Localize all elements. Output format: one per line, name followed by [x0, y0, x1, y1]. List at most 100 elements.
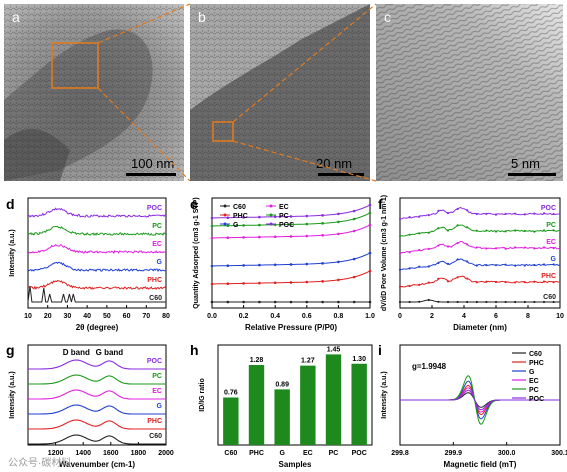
panel-c-tem-image: c 5 nm	[376, 4, 563, 181]
series-marker-f-PC	[398, 235, 402, 238]
bar-value-label-EC: 1.27	[301, 358, 315, 365]
legend-label-i-EC: EC	[529, 378, 539, 385]
chart-panel-h: h Samples ID/IG ratio 0.76 C60 1.28 PHC 0.89 G 1.…	[190, 342, 373, 469]
x-tick-label-d: 80	[162, 313, 170, 320]
bar-value-label-POC: 1.30	[352, 356, 366, 363]
series-marker-e-C60	[226, 300, 230, 304]
series-marker-f-EC	[485, 247, 488, 250]
series-line-d-C60	[27, 285, 166, 303]
series-marker-e-PHC	[368, 269, 372, 273]
series-marker-e-C60	[368, 300, 372, 304]
series-marker-f-C60	[552, 300, 555, 304]
series-marker-f-C60	[466, 300, 469, 304]
series-marker-f-PC	[418, 232, 421, 235]
series-marker-e-POC	[210, 216, 214, 220]
series-marker-e-PC	[226, 224, 230, 227]
series-marker-f-PC	[533, 230, 536, 233]
series-marker-f-PHC	[475, 281, 478, 284]
series-marker-f-POC	[485, 212, 488, 216]
y-axis-label-f: dV/dD Pore Volume (cm3 g-1 nm-1)	[381, 195, 388, 311]
series-marker-f-PC	[466, 226, 469, 229]
series-marker-f-POC	[437, 209, 440, 213]
series-marker-f-G	[418, 265, 421, 268]
x-axis-label-g: Wavenumber (cm-1)	[59, 460, 136, 469]
series-marker-e-PC	[337, 220, 340, 224]
series-label-d-EC: EC	[152, 241, 162, 248]
legend-marker-e-POC	[269, 222, 273, 226]
series-line-d-PC	[27, 225, 167, 236]
x-tick-label-i: 300.1	[551, 450, 567, 457]
legend-label-i-PC: PC	[529, 387, 539, 394]
bar-value-label-G: 0.89	[275, 381, 289, 388]
series-marker-e-G	[352, 257, 356, 261]
series-marker-f-G	[446, 262, 450, 265]
series-marker-e-EC	[337, 232, 340, 236]
series-marker-f-POC	[552, 212, 555, 216]
series-marker-f-G	[475, 264, 478, 267]
series-marker-e-EC	[242, 236, 245, 239]
scale-bar-a-label: 100 nm	[131, 156, 174, 171]
series-marker-f-PC	[456, 224, 459, 227]
zoom-guide-b-top	[232, 3, 377, 123]
series-marker-f-C60	[533, 300, 536, 304]
x-tick-label-h-C60: C60	[224, 450, 237, 457]
series-marker-f-PC	[485, 229, 488, 232]
plot-frame-i	[399, 344, 561, 446]
series-marker-f-PHC	[542, 280, 546, 283]
series-marker-f-POC	[446, 212, 450, 215]
series-marker-f-PHC	[398, 285, 402, 289]
series-label-g-EC: EC	[152, 388, 162, 395]
x-tick-label-d: 20	[44, 313, 52, 320]
series-marker-e-PC	[289, 223, 293, 226]
zoom-guide-lines	[97, 3, 377, 182]
legend-marker-e-PHC	[223, 213, 227, 217]
series-marker-f-C60	[504, 300, 507, 304]
series-marker-f-POC	[427, 214, 430, 217]
series-marker-f-PHC	[418, 283, 421, 286]
series-marker-f-PC	[446, 229, 450, 232]
series-marker-f-PHC	[504, 280, 507, 284]
y-axis-label-h: ID/IG ratio	[199, 378, 206, 411]
series-marker-f-PHC	[427, 281, 430, 284]
series-marker-f-G	[523, 264, 526, 267]
series-marker-e-G	[273, 263, 277, 267]
zoom-guide-b-bottom	[232, 140, 377, 182]
series-line-g-EC	[28, 389, 166, 400]
panel-letter-d: d	[6, 196, 15, 212]
watermark-text: 公众号·碳材料	[8, 456, 71, 469]
x-tick-label-e: 0.8	[334, 313, 344, 320]
series-marker-f-C60	[485, 300, 488, 304]
bar-G	[274, 389, 290, 445]
series-marker-f-PHC	[533, 280, 536, 283]
x-tick-label-f: 0	[398, 313, 402, 320]
series-marker-e-PHC	[321, 280, 324, 283]
series-marker-f-EC	[398, 252, 402, 255]
series-marker-f-PHC	[552, 281, 555, 284]
scale-bar-b	[318, 173, 364, 176]
x-tick-label-e: 0.6	[302, 313, 312, 320]
bar-value-label-PC: 1.45	[327, 346, 341, 353]
legend-marker-e-PC	[269, 213, 273, 217]
x-tick-label-d: 50	[103, 313, 111, 320]
chart-panel-i: i Magnetic field (mT) Intensity (a.u.) 299.…	[378, 342, 567, 469]
series-marker-e-POC	[337, 212, 340, 216]
series-marker-f-POC	[533, 212, 536, 215]
series-marker-f-G	[514, 264, 517, 267]
panel-letter-i: i	[378, 342, 382, 358]
scale-bar-c	[508, 173, 556, 176]
x-axis-label-f: Diameter (nm)	[453, 323, 507, 332]
series-marker-f-POC	[398, 217, 402, 221]
series-label-d-PC: PC	[152, 223, 162, 230]
x-tick-label-g: 1800	[131, 450, 147, 457]
series-marker-e-POC	[352, 209, 356, 213]
series-line-d-POC	[27, 207, 167, 218]
series-line-f-EC	[399, 240, 561, 255]
series-marker-e-G	[226, 264, 230, 268]
series-line-d-PHC	[28, 280, 167, 290]
series-marker-e-PC	[210, 224, 214, 228]
series-marker-e-PHC	[337, 278, 340, 282]
legend-label-i-C60: C60	[529, 351, 542, 358]
bar-EC	[300, 365, 316, 445]
series-marker-f-PHC	[485, 280, 488, 283]
legend-label-i-POC: POC	[529, 396, 544, 403]
